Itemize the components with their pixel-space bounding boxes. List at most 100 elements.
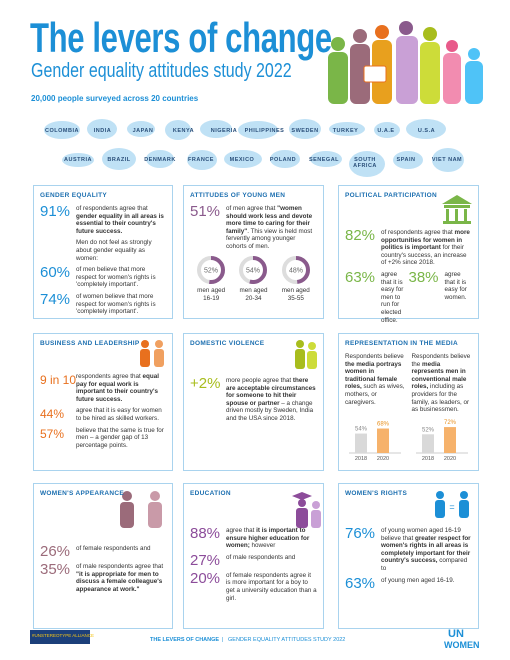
ring: 52% men aged 16-19 (193, 255, 229, 303)
stat-text: of respondents agree that gender equalit… (76, 205, 166, 235)
stat-text: of respondents agree that more opportuni… (381, 229, 472, 267)
ring-arc (239, 255, 268, 284)
column: Respondents believe the media represents… (412, 353, 473, 466)
stat-text: of women believe that more respect for w… (76, 293, 166, 316)
ring-chart: 54% (239, 255, 268, 284)
text: of male respondents and (226, 553, 296, 561)
text: agree that (226, 527, 257, 534)
stat-value: 35% (40, 561, 71, 578)
stat: 51% of men agree that "women should work … (190, 203, 317, 251)
stat: 91% of respondents agree that gender equa… (40, 203, 166, 235)
panel-title: ATTITUDES OF YOUNG MEN (190, 192, 286, 199)
icon-business (140, 340, 164, 367)
stat-value: 91% (40, 203, 71, 220)
bold-text: gender equality in all areas is essentia… (76, 212, 164, 235)
bold-text: equal pay for equal work is important to… (76, 373, 159, 403)
panel-title: WOMEN'S APPEARANCE (40, 490, 124, 497)
stat-text: of men agree that "women should work les… (226, 205, 317, 251)
panel: POLITICAL PARTICIPATION 82% of respondents… (338, 185, 479, 324)
stat-value: 63% (345, 268, 376, 286)
stat: 35% of male respondents agree that "it is… (40, 561, 166, 593)
bar-label: 68% (377, 422, 390, 428)
country-label: KENYA (172, 128, 195, 134)
country-label: SENEGAL (308, 157, 340, 163)
ring-label: 48% (289, 267, 303, 274)
panel: REPRESENTATION IN THE MEDIA Respondents b… (338, 333, 479, 471)
text: respondents agree that (76, 373, 143, 380)
items: 9 in 10 respondents agree that equal pay … (40, 373, 166, 449)
stat-value: 9 in 10 (40, 373, 77, 387)
stat: +2% more people agree that there are acce… (190, 376, 317, 423)
bar (421, 434, 434, 453)
column-text: Respondents believe the media represents… (412, 353, 473, 417)
stat-value: 51% (190, 203, 221, 220)
ring-arc (281, 255, 310, 284)
panel: WOMEN'S APPEARANCE 26% of female responden… (33, 483, 173, 629)
bold-text: there are acceptable circumstances for s… (226, 377, 316, 407)
stat-text: respondents agree that equal pay for equ… (76, 373, 166, 403)
title: The levers of change (30, 14, 332, 61)
stat: 26% of female respondents and (40, 543, 166, 560)
stat: 44% agree that it is easy for women to be… (40, 407, 166, 422)
bar-year: 2018 (421, 456, 433, 462)
country-label: BRAZIL (107, 157, 131, 163)
country-label: DENMARK (144, 157, 176, 163)
country-label: MEXICO (229, 157, 255, 163)
panel-title: EDUCATION (190, 490, 231, 497)
icon-education (292, 492, 321, 528)
bold-text: more opportunities for women in politics… (381, 229, 470, 252)
stat-value: 60% (40, 264, 71, 282)
text: of female respondents agree it is more i… (226, 571, 317, 602)
stat: 63% agree that it is easy for men to run … (345, 268, 409, 324)
stat-text: agree that it is easy for men to run for… (381, 271, 409, 324)
stat-row: 63% agree that it is easy for men to run … (345, 268, 472, 328)
bar-chart: 54% 2018 68% 2020 (349, 422, 401, 462)
text: of women believe that more respect for w… (76, 292, 156, 316)
bold-text: "it is appropriate for men to discuss a … (76, 570, 163, 593)
items: 88% agree that it is important to ensure … (190, 526, 317, 602)
text: including as providers for the family, a… (411, 383, 470, 414)
ring-arc (197, 255, 226, 284)
stat-value: 27% (190, 551, 221, 569)
stat-text: of young women aged 16-19 believe that g… (381, 527, 472, 573)
country-label: TURKEY (332, 128, 359, 134)
stat: 27% of male respondents and (190, 551, 317, 569)
panel: ATTITUDES OF YOUNG MEN 51% of men agree th… (183, 185, 324, 319)
ring-caption: men aged 16-19 (197, 287, 226, 302)
bold-text: media represents men in conventional mal… (411, 360, 467, 391)
panel-title: BUSINESS AND LEADERSHIP (40, 340, 140, 347)
country-label: POLAND (269, 157, 297, 163)
bar-label: 72% (443, 420, 456, 426)
bar-year: 2020 (377, 456, 389, 462)
text: agree that it is easy for women to be hi… (76, 407, 162, 422)
bold-text: the media portrays women in traditional … (345, 360, 402, 391)
stat: Men do not feel as strongly about gender… (40, 239, 166, 262)
stat-text: of male respondents agree that "it is ap… (76, 563, 166, 593)
icon-rights: = (435, 491, 469, 518)
country-label: AUSTRIA (64, 157, 92, 163)
country-label: NIGERIA (210, 128, 238, 134)
text: – a change driven mostly by Sweden, Indi… (226, 399, 314, 422)
footer-study: THE LEVERS OF CHANGE (150, 637, 220, 643)
stat-value: 82% (345, 227, 376, 244)
stat: 82% of respondents agree that more opport… (345, 227, 472, 267)
alliance-name: #UNSTEREOTYPE ALLIANCE (32, 633, 95, 638)
text: of men believe that more respect for wom… (76, 266, 156, 289)
items: 26% of female respondents and 35% of male r… (40, 543, 166, 593)
stat: 74% of women believe that more respect fo… (40, 290, 166, 316)
survey-note: 20,000 people surveyed across 20 countri… (31, 94, 199, 103)
stat-value: 26% (40, 543, 71, 560)
ring-chart: 52% (197, 255, 226, 284)
stat-value: 74% (40, 290, 71, 308)
country-maps (44, 119, 464, 177)
panel-title: GENDER EQUALITY (40, 192, 107, 199)
map-shapes (44, 119, 464, 177)
bar (377, 428, 389, 453)
header-illustration (328, 21, 483, 104)
panel: WOMEN'S RIGHTS 76% of young women aged 16-… (338, 483, 479, 629)
stat-text: agree that it is easy for women to be hi… (76, 407, 166, 422)
column: Respondents believe the media portrays w… (345, 353, 406, 466)
ring-caption: men aged 20-34 (239, 287, 268, 302)
bold-text: greater respect for women's rights in al… (381, 534, 471, 565)
stat-text: more people agree that there are accepta… (226, 377, 317, 423)
